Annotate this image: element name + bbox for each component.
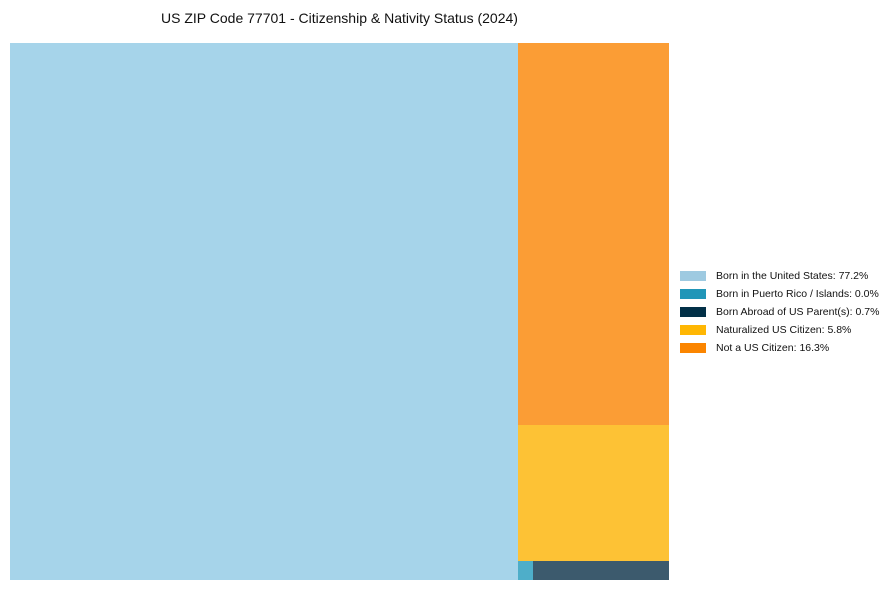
legend-swatch <box>680 307 706 317</box>
legend-item: Not a US Citizen: 16.3% <box>680 339 879 357</box>
legend-swatch <box>680 271 706 281</box>
tile-not-citizen <box>518 43 669 425</box>
tile-born-abroad <box>533 561 669 580</box>
legend: Born in the United States: 77.2% Born in … <box>680 267 879 357</box>
legend-label: Born in Puerto Rico / Islands: 0.0% <box>716 288 879 300</box>
legend-swatch <box>680 343 706 353</box>
legend-item: Born in Puerto Rico / Islands: 0.0% <box>680 285 879 303</box>
legend-item: Naturalized US Citizen: 5.8% <box>680 321 879 339</box>
tile-puerto-rico <box>518 561 533 580</box>
chart-title: US ZIP Code 77701 - Citizenship & Nativi… <box>161 10 518 26</box>
legend-label: Born in the United States: 77.2% <box>716 270 869 282</box>
legend-swatch <box>680 325 706 335</box>
legend-swatch <box>680 289 706 299</box>
tile-naturalized <box>518 425 669 561</box>
legend-label: Born Abroad of US Parent(s): 0.7% <box>716 306 880 318</box>
tile-born-us <box>10 43 518 580</box>
legend-item: Born Abroad of US Parent(s): 0.7% <box>680 303 879 321</box>
legend-label: Naturalized US Citizen: 5.8% <box>716 324 852 336</box>
treemap-plot-area <box>10 43 669 580</box>
legend-label: Not a US Citizen: 16.3% <box>716 342 830 354</box>
legend-item: Born in the United States: 77.2% <box>680 267 879 285</box>
